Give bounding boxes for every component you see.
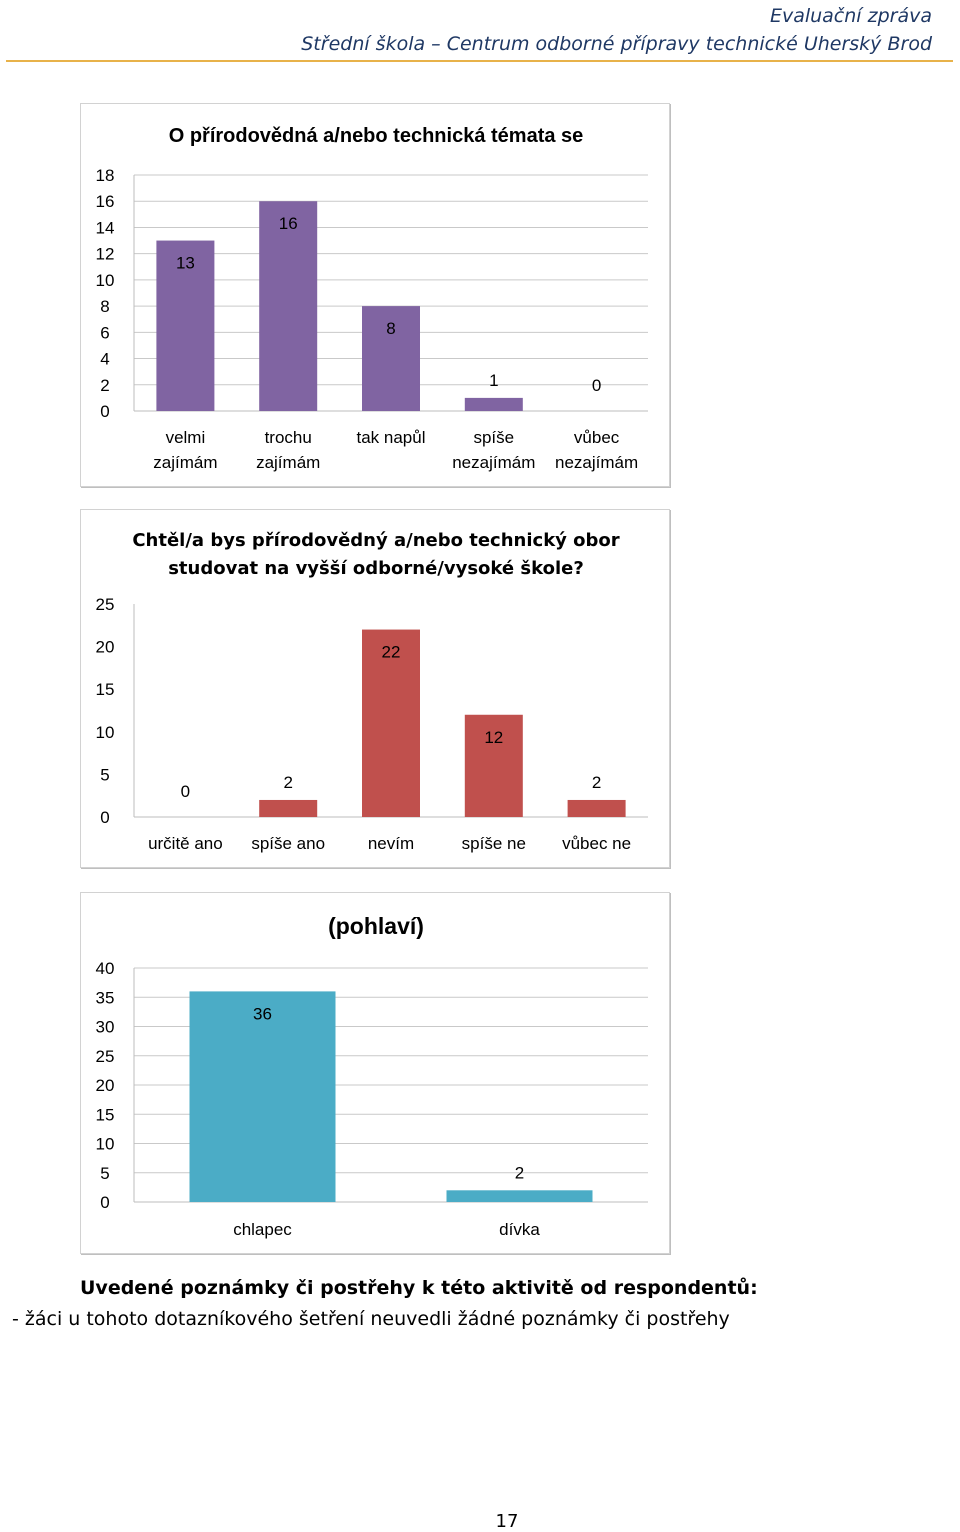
bar: [189, 991, 336, 1202]
bar: [156, 240, 215, 411]
header-divider: [6, 60, 953, 62]
y-tick-label: 35: [96, 988, 115, 1007]
x-tick-label: zajímám: [256, 453, 320, 472]
y-tick-label: 10: [96, 1135, 115, 1154]
y-tick-label: 6: [100, 323, 109, 342]
chart-title: studovat na vyšší odborné/vysoké škole?: [168, 558, 584, 579]
y-tick-label: 15: [96, 1105, 115, 1124]
notes-heading: Uvedené poznámky či postřehy k této akti…: [80, 1277, 758, 1299]
x-tick-label: spíše ano: [251, 834, 325, 853]
data-label: 2: [283, 773, 292, 792]
y-tick-label: 2: [100, 376, 109, 395]
y-tick-label: 12: [96, 245, 115, 264]
bar: [464, 714, 523, 817]
y-tick-label: 18: [96, 166, 115, 185]
data-label: 8: [386, 319, 395, 338]
x-tick-label: nevím: [368, 834, 414, 853]
data-label: 12: [484, 728, 503, 747]
data-label: 22: [382, 643, 401, 662]
y-tick-label: 5: [100, 765, 109, 784]
data-label: 16: [279, 214, 298, 233]
bar: [362, 306, 420, 411]
chart-title: O přírodovědná a/nebo technická témata s…: [169, 125, 584, 147]
x-tick-label: nezajímám: [452, 453, 535, 472]
data-label: 1: [489, 371, 498, 390]
chart-gender-frame: (pohlaví) 0 5 10 15 20 25 30 35 40 36 chlapec 2 dívka: [80, 892, 670, 1254]
data-label: 2: [592, 773, 601, 792]
x-tick-label: spíše ne: [462, 834, 526, 853]
chart-gender: (pohlaví) 0 5 10 15 20 25 30 35 40 36 chlapec 2 dívka: [96, 913, 648, 1239]
data-label: 13: [176, 254, 195, 273]
bar: [362, 629, 420, 817]
y-tick-label: 25: [96, 1047, 115, 1066]
y-tick-label: 15: [96, 680, 115, 699]
y-tick-label: 20: [96, 1076, 115, 1095]
y-tick-label: 40: [96, 959, 115, 978]
header-school-name: Střední škola – Centrum odborné přípravy…: [301, 33, 932, 55]
y-tick-label: 0: [100, 1193, 109, 1212]
data-label: 2: [515, 1163, 524, 1182]
y-tick-label: 4: [100, 350, 109, 369]
y-tick-label: 16: [96, 192, 115, 211]
y-tick-label: 0: [100, 808, 109, 827]
chart-study-frame: Chtěl/a bys přírodovědný a/nebo technick…: [80, 509, 670, 868]
y-tick-label: 14: [96, 218, 115, 237]
chart-interest: O přírodovědná a/nebo technická témata s…: [96, 125, 648, 472]
x-tick-label: vůbec: [574, 428, 620, 447]
bar: [446, 1190, 593, 1202]
y-tick-label: 30: [96, 1018, 115, 1037]
chart-title: Chtěl/a bys přírodovědný a/nebo technick…: [132, 530, 619, 551]
x-tick-label: vůbec ne: [562, 834, 631, 853]
x-tick-label: chlapec: [233, 1220, 292, 1239]
notes-text: - žáci u tohoto dotazníkového šetření ne…: [12, 1308, 730, 1330]
y-tick-label: 20: [96, 638, 115, 657]
bar: [259, 201, 318, 411]
data-label: 0: [592, 376, 601, 395]
header-document-title: Evaluační zpráva: [769, 5, 932, 27]
data-label: 0: [181, 782, 190, 801]
data-label: 36: [253, 1004, 272, 1023]
y-tick-label: 10: [96, 723, 115, 742]
page-header: Evaluační zpráva Střední škola – Centrum…: [301, 2, 932, 58]
x-tick-label: spíše: [473, 428, 514, 447]
y-tick-label: 5: [100, 1164, 109, 1183]
y-tick-label: 25: [96, 595, 115, 614]
x-tick-label: trochu: [265, 428, 312, 447]
x-tick-label: určitě ano: [148, 834, 223, 853]
chart-interest-frame: O přírodovědná a/nebo technická témata s…: [80, 103, 670, 487]
page-number: 17: [495, 1511, 519, 1532]
bar: [464, 397, 523, 411]
bar: [259, 799, 318, 817]
chart-study: Chtěl/a bys přírodovědný a/nebo technick…: [96, 530, 648, 853]
x-tick-label: dívka: [499, 1220, 540, 1239]
chart-title: (pohlaví): [328, 913, 424, 939]
x-tick-label: zajímám: [153, 453, 217, 472]
y-tick-label: 8: [100, 297, 109, 316]
y-tick-label: 10: [96, 271, 115, 290]
x-tick-label: nezajímám: [555, 453, 638, 472]
y-tick-label: 0: [100, 402, 109, 421]
x-tick-label: velmi: [166, 428, 206, 447]
x-tick-label: tak napůl: [357, 428, 426, 447]
bar: [567, 799, 626, 817]
